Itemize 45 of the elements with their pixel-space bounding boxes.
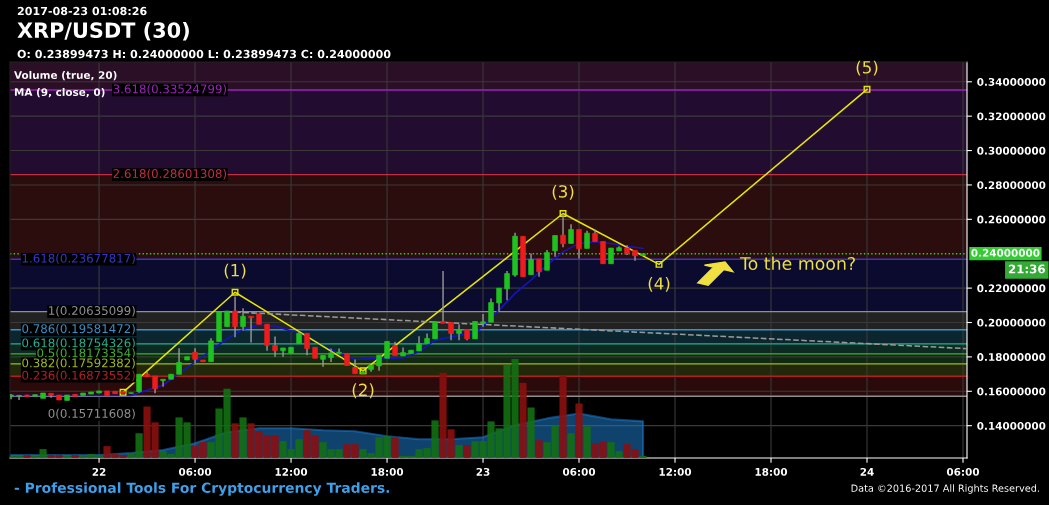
y-tick-label: 0.32000000 [977, 112, 1046, 121]
annotation: To the moon? [739, 256, 855, 271]
x-tick-label: 18:00 [371, 467, 404, 476]
annotation: MA (9, close, 0) [14, 87, 105, 98]
x-tick-label: 12:00 [659, 467, 692, 476]
y-tick-label: 0.20000000 [977, 318, 1046, 327]
ref-line-label: 1(0.20635099) [49, 305, 135, 317]
y-tick-label: 0.30000000 [977, 146, 1046, 155]
annotation: (1) [224, 263, 246, 279]
annotation: (4) [648, 276, 670, 292]
x-tick-label: 06:00 [562, 467, 596, 476]
text: Data ©2016-2017 All Rights Reserved. [851, 484, 1039, 494]
y-tick-label: 0.26000000 [977, 215, 1046, 224]
text: - Professional Tools For Cryptocurrency Traders. [14, 482, 390, 496]
text: 21:36 [1008, 264, 1045, 274]
x-tick-label: 18:00 [755, 467, 788, 476]
annotation: Volume (true, 20) [14, 70, 117, 81]
ref-line-label: 0.618(0.18754326) [22, 338, 135, 349]
y-tick-label: 0.28000000 [977, 181, 1046, 190]
y-tick-label: 0.16000000 [977, 387, 1046, 396]
x-tick-label: 06:00 [178, 467, 212, 476]
ref-line-label: 0.24000000 [971, 248, 1040, 257]
annotation: (2) [352, 383, 374, 399]
x-tick-label: 12:00 [275, 467, 308, 476]
y-tick-label: 0.34000000 [977, 78, 1046, 86]
ref-line-label: 0.5(0.18173354) [37, 348, 135, 359]
chart-subtitle: 2017-08-23 01:08:26 [17, 6, 147, 16]
ref-line-label: 2.618(0.28601308) [113, 168, 227, 180]
y-tick-label: 0.22000000 [977, 284, 1046, 293]
annotation: (3) [552, 184, 574, 200]
text: O: 0.23899473 H: 0.24000000 L: 0.23899473 C: 0.24000000 [17, 49, 391, 59]
ref-line-label: 0.236(0.16873552) [22, 370, 135, 382]
y-tick-label: 0.18000000 [977, 353, 1046, 361]
y-tick-label: 0.14000000 [977, 421, 1046, 430]
x-tick-label: 23 [476, 467, 490, 476]
chart-title: XRP/USDT (30) [17, 21, 189, 41]
x-tick-label: 24 [860, 467, 874, 476]
x-tick-label: 22 [92, 467, 106, 476]
ref-line-label: 1.618(0.23677817) [22, 253, 135, 265]
ref-line-label: 0.382(0.17592382) [22, 358, 135, 369]
x-tick-label: 06:00 [946, 467, 980, 476]
ref-line-label: 3.618(0.33524799) [113, 84, 227, 95]
annotation: (5) [856, 60, 878, 76]
ref-line-label: 0(0.15711608) [48, 408, 135, 420]
ref-line-label: 0.786(0.19581472) [22, 324, 135, 335]
